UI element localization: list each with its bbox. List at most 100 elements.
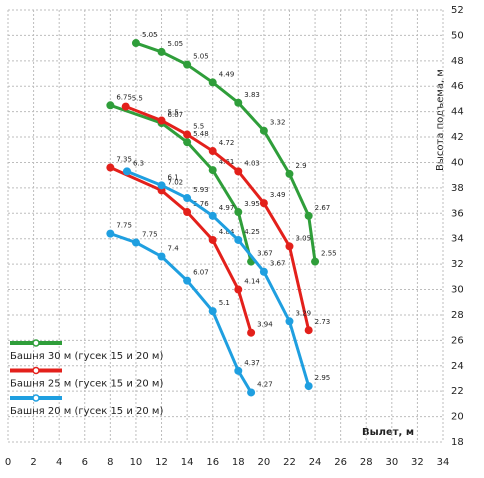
series-line	[109, 232, 253, 394]
point	[234, 285, 243, 294]
point	[121, 102, 130, 111]
load-label: 7.75	[142, 231, 158, 239]
load-label: 4.49	[219, 70, 235, 78]
load-label: 3.83	[244, 91, 260, 99]
load-label: 5.93	[193, 186, 209, 194]
legend-label: Башня 20 м (гусек 15 и 20 м)	[10, 406, 163, 417]
point	[247, 328, 256, 337]
point	[208, 166, 217, 175]
x-tick-label: 18	[232, 457, 245, 468]
point	[247, 388, 256, 397]
x-tick-label: 0	[5, 457, 11, 468]
point	[208, 147, 217, 156]
series-line	[125, 105, 311, 331]
point	[183, 276, 192, 285]
load-label: 5.5	[193, 123, 204, 131]
y-tick-label: 46	[451, 81, 464, 92]
load-label: 4.97	[219, 204, 235, 212]
load-label: 7.02	[168, 178, 184, 186]
x-tick-label: 26	[334, 457, 347, 468]
y-tick-label: 38	[451, 183, 464, 194]
load-label: 3.95	[244, 200, 260, 208]
point	[285, 169, 294, 178]
point	[304, 326, 313, 335]
load-label: 4.27	[257, 380, 273, 388]
y-tick-label: 18	[451, 437, 464, 448]
point	[234, 167, 243, 176]
point	[234, 98, 243, 107]
point	[234, 235, 243, 244]
load-label: 3.67	[270, 260, 286, 268]
load-label: 5.05	[193, 53, 209, 61]
y-tick-label: 22	[451, 386, 464, 397]
point	[157, 252, 166, 261]
y-tick-label: 44	[451, 107, 464, 118]
x-tick-label: 28	[360, 457, 373, 468]
point	[131, 238, 140, 247]
legend-marker	[32, 339, 40, 347]
x-tick-label: 2	[30, 457, 36, 468]
point	[304, 382, 313, 391]
load-label: 4.72	[219, 139, 235, 147]
x-tick-label: 16	[206, 457, 219, 468]
load-label: 5.1	[219, 299, 230, 307]
point	[208, 211, 217, 220]
x-tick-label: 14	[181, 457, 194, 468]
load-label: 4.03	[244, 159, 260, 167]
point	[131, 39, 140, 48]
x-tick-label: 12	[155, 457, 168, 468]
x-tick-label: 24	[309, 457, 322, 468]
point	[157, 181, 166, 190]
point	[259, 126, 268, 135]
load-label: 5.5	[132, 95, 143, 103]
y-tick-label: 42	[451, 132, 464, 143]
point	[183, 130, 192, 139]
load-label: 7.35	[116, 156, 132, 164]
y-tick-label: 28	[451, 310, 464, 321]
x-tick-label: 8	[107, 457, 113, 468]
load-label: 6.3	[133, 159, 144, 167]
legend-label: Башня 30 м (гусек 15 и 20 м)	[10, 351, 163, 362]
y-tick-label: 26	[451, 335, 464, 346]
y-tick-label: 40	[451, 157, 464, 168]
load-label: 5.5	[168, 109, 179, 117]
y-tick-label: 50	[451, 30, 464, 41]
y-tick-label: 30	[451, 285, 464, 296]
y-tick-label: 32	[451, 259, 464, 270]
x-tick-label: 22	[283, 457, 296, 468]
x-tick-label: 30	[385, 457, 398, 468]
x-tick-label: 34	[437, 457, 450, 468]
load-label: 4.84	[219, 228, 235, 236]
point	[234, 208, 243, 217]
point	[311, 257, 320, 266]
point	[208, 235, 217, 244]
y-tick-label: 52	[451, 5, 464, 16]
load-label: 2.9	[295, 162, 306, 170]
point	[157, 47, 166, 56]
legend-marker	[32, 366, 40, 375]
load-label: 3.32	[270, 119, 286, 127]
load-label: 5.76	[193, 200, 209, 208]
y-tick-label: 36	[451, 208, 464, 219]
legend-label: Башня 25 м (гусек 15 и 20 м)	[10, 379, 163, 390]
point	[183, 208, 192, 217]
load-label: 5.48	[193, 130, 209, 138]
series-line	[109, 103, 253, 262]
load-label: 7.75	[116, 222, 132, 230]
x-tick-label: 20	[258, 457, 271, 468]
load-label: 6.1	[168, 173, 179, 181]
point	[234, 366, 243, 375]
point	[106, 101, 115, 110]
load-label: 5.05	[142, 31, 158, 39]
point	[157, 116, 166, 125]
load-label: 3.67	[257, 250, 273, 258]
point	[106, 229, 115, 238]
x-tick-label: 32	[411, 457, 424, 468]
x-tick-label: 4	[56, 457, 62, 468]
load-label: 3.94	[257, 321, 273, 329]
load-label: 2.95	[315, 374, 331, 382]
load-label: 6.07	[193, 269, 209, 277]
point	[183, 138, 192, 147]
